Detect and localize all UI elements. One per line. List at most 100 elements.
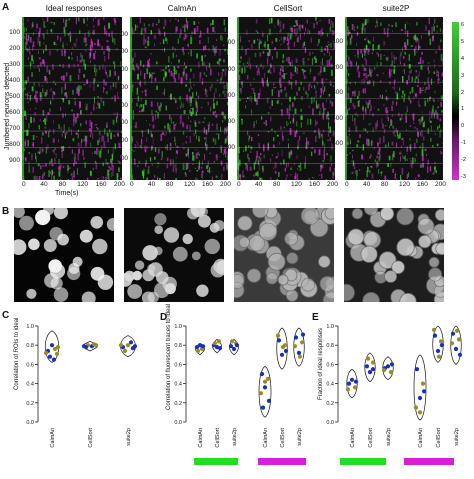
- raster-activity-mark: [90, 120, 91, 127]
- raster-activity-mark: [267, 44, 269, 50]
- raster-activity-mark: [134, 67, 136, 71]
- raster-activity-mark: [354, 105, 356, 109]
- raster-activity-mark: [103, 79, 105, 82]
- raster-activity-mark: [272, 100, 274, 106]
- raster-activity-mark: [213, 103, 215, 109]
- colorbar-tick: -3: [461, 174, 466, 180]
- raster-activity-mark: [392, 101, 393, 105]
- raster-activity-mark: [351, 34, 352, 38]
- raster-ytick: 500: [9, 93, 20, 100]
- raster-activity-mark: [257, 32, 258, 34]
- raster-activity-mark: [93, 104, 94, 110]
- y-tick-label: 0.4: [174, 382, 182, 388]
- raster-ytick: 300: [332, 89, 343, 96]
- raster-activity-mark: [404, 52, 406, 55]
- raster-activity-mark: [213, 45, 214, 52]
- raster-activity-mark: [269, 29, 271, 35]
- raster-activity-mark: [273, 137, 274, 141]
- raster-activity-mark: [202, 61, 204, 65]
- raster-activity-mark: [439, 131, 440, 138]
- raster-activity-mark: [71, 57, 73, 60]
- raster-activity-mark: [189, 89, 190, 90]
- raster-activity-mark: [201, 107, 202, 108]
- raster-activity-mark: [51, 175, 52, 181]
- condition-swatch-green-d: [194, 458, 238, 465]
- raster-activity-mark: [49, 70, 50, 75]
- raster-activity-mark: [38, 37, 40, 44]
- raster-activity-mark: [401, 138, 403, 140]
- y-tick-label: 0.2: [326, 401, 334, 407]
- raster-activity-mark: [272, 89, 273, 96]
- raster-activity-mark: [68, 19, 70, 21]
- raster-activity-mark: [356, 170, 358, 176]
- raster-activity-mark: [247, 131, 248, 135]
- raster-activity-mark: [152, 116, 154, 122]
- raster-activity-mark: [133, 115, 134, 119]
- raster-activity-mark: [38, 32, 40, 38]
- raster-activity-mark: [84, 38, 85, 43]
- raster-activity-mark: [75, 101, 77, 106]
- raster-activity-mark: [28, 57, 29, 60]
- raster-activity-mark: [30, 95, 31, 101]
- raster-activity-mark: [440, 150, 441, 151]
- cell-blob: [352, 208, 363, 219]
- raster-activity-mark: [210, 69, 212, 76]
- raster-activity-mark: [60, 37, 61, 41]
- raster-activity-mark: [392, 169, 394, 173]
- raster-activity-mark: [384, 55, 385, 56]
- raster-activity-mark: [144, 73, 146, 79]
- raster-activity-mark: [383, 136, 385, 143]
- raster-activity-mark: [47, 66, 48, 73]
- raster-activity-mark: [175, 178, 177, 180]
- raster-activity-mark: [255, 100, 257, 102]
- raster-activity-mark: [46, 115, 47, 121]
- raster-activity-mark: [315, 120, 316, 126]
- raster-activity-mark: [92, 133, 93, 139]
- raster-activity-mark: [80, 86, 82, 90]
- raster-activity-mark: [349, 127, 350, 132]
- raster-activity-mark: [264, 73, 265, 78]
- raster-activity-mark: [376, 162, 377, 168]
- raster-activity-mark: [389, 25, 390, 27]
- raster-activity-mark: [300, 167, 302, 171]
- raster-activity-mark: [39, 152, 40, 154]
- raster-activity-mark: [296, 92, 297, 96]
- raster-activity-mark: [39, 41, 40, 46]
- raster-title-calman: CalmAn: [132, 4, 232, 13]
- raster-activity-mark: [190, 69, 192, 72]
- data-point: [353, 385, 357, 389]
- raster-activity-mark: [42, 34, 43, 35]
- raster-xtick: 0: [130, 181, 134, 188]
- raster-activity-mark: [367, 19, 368, 24]
- raster-activity-mark: [182, 125, 184, 128]
- raster-activity-mark: [197, 170, 199, 171]
- raster-activity-mark: [391, 52, 392, 59]
- cell-blob: [285, 232, 298, 245]
- raster-activity-mark: [437, 144, 439, 146]
- raster-calman: [130, 17, 228, 180]
- raster-activity-mark: [92, 153, 93, 154]
- raster-activity-mark: [376, 74, 378, 76]
- data-point: [454, 347, 458, 351]
- raster-activity-mark: [383, 104, 384, 106]
- raster-activity-mark: [156, 62, 158, 65]
- raster-activity-mark: [354, 119, 356, 125]
- raster-activity-mark: [409, 71, 411, 75]
- raster-activity-mark: [65, 30, 66, 37]
- raster-activity-mark: [28, 77, 29, 82]
- raster-activity-mark: [370, 123, 371, 124]
- cell-blob: [28, 239, 40, 251]
- raster-activity-mark: [87, 24, 88, 26]
- raster-activity-mark: [202, 161, 203, 165]
- raster-activity-mark: [133, 151, 134, 152]
- cell-blob: [418, 218, 434, 234]
- raster-activity-mark: [196, 53, 198, 58]
- raster-activity-mark: [78, 74, 80, 79]
- raster-activity-mark: [34, 67, 36, 68]
- raster-activity-mark: [273, 83, 275, 86]
- raster-activity-mark: [152, 179, 153, 180]
- raster-activity-mark: [49, 108, 50, 112]
- raster-activity-mark: [277, 179, 279, 180]
